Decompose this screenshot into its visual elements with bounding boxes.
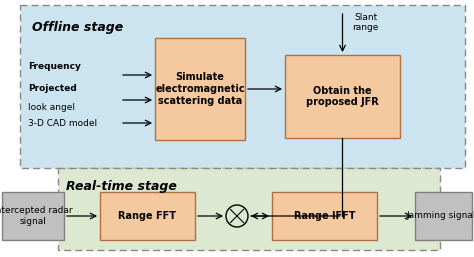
Bar (100, 192, 195, 240)
Bar (20, 5, 465, 168)
Text: Jamming signals: Jamming signals (406, 212, 474, 221)
Text: look angel: look angel (28, 103, 75, 112)
Text: Real-time stage: Real-time stage (66, 180, 177, 193)
Text: Obtain the
proposed JFR: Obtain the proposed JFR (306, 86, 379, 107)
Bar (415, 192, 472, 240)
Text: Range IFFT: Range IFFT (294, 211, 355, 221)
Bar (272, 192, 377, 240)
Text: 3-D CAD model: 3-D CAD model (28, 118, 97, 127)
Text: Projected: Projected (28, 84, 77, 93)
Text: Slant
range: Slant range (353, 13, 379, 32)
Text: Range FFT: Range FFT (118, 211, 176, 221)
Text: Frequency: Frequency (28, 62, 81, 71)
Bar (155, 38, 245, 140)
Text: Intercepted radar
signal: Intercepted radar signal (0, 206, 73, 226)
Bar (2, 192, 64, 240)
Bar (58, 168, 440, 250)
Text: Offline stage: Offline stage (32, 21, 123, 34)
Bar (285, 55, 400, 138)
Text: Simulate
electromagnetic
scattering data: Simulate electromagnetic scattering data (155, 72, 245, 106)
